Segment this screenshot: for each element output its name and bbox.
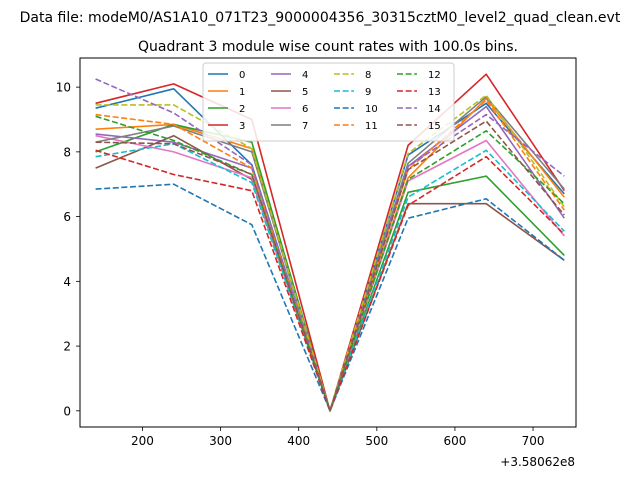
x-tick-label: 500 (365, 434, 388, 448)
legend-box (202, 62, 455, 142)
legend-label-3: 3 (239, 121, 245, 132)
figure-suptitle: Data file: modeM0/AS1A10_071T23_90000043… (20, 10, 621, 26)
x-tick-label: 700 (522, 434, 545, 448)
y-tick-label: 0 (63, 404, 71, 418)
legend-label-5: 5 (302, 87, 308, 98)
series-line-14 (95, 78, 565, 412)
y-tick-label: 10 (56, 81, 71, 95)
legend-label-2: 2 (239, 104, 245, 115)
legend-label-15: 15 (428, 121, 441, 132)
chart-title: Quadrant 3 module wise count rates with … (138, 39, 518, 55)
y-tick-label: 6 (63, 210, 71, 224)
legend-label-7: 7 (302, 121, 308, 132)
series-line-12 (95, 115, 565, 412)
x-offset-label: +3.58062e8 (500, 455, 575, 469)
x-tick-label: 400 (287, 434, 310, 448)
y-tick-label: 2 (63, 340, 71, 354)
series-line-10 (95, 183, 565, 412)
legend-label-9: 9 (365, 87, 371, 98)
legend-label-14: 14 (428, 104, 441, 115)
legend-label-4: 4 (302, 70, 308, 81)
series-line-15 (95, 120, 565, 412)
legend-label-13: 13 (428, 87, 441, 98)
series-layer (95, 73, 565, 412)
legend-label-8: 8 (365, 70, 371, 81)
x-tick-label: 600 (443, 434, 466, 448)
series-line-13 (95, 149, 565, 412)
legend-label-11: 11 (365, 121, 378, 132)
y-tick-label: 4 (63, 275, 71, 289)
legend-label-10: 10 (365, 104, 378, 115)
y-tick-label: 8 (63, 145, 71, 159)
axes-layer: 200 300 400 500 600 700 0 2 4 6 8 10 (56, 81, 545, 448)
legend-label-1: 1 (239, 87, 245, 98)
x-tick-label: 200 (131, 434, 154, 448)
x-tick-label: 300 (209, 434, 232, 448)
plot-frame (79, 57, 577, 428)
legend-label-6: 6 (302, 104, 308, 115)
legend-label-12: 12 (428, 70, 441, 81)
legend-label-0: 0 (239, 70, 245, 81)
